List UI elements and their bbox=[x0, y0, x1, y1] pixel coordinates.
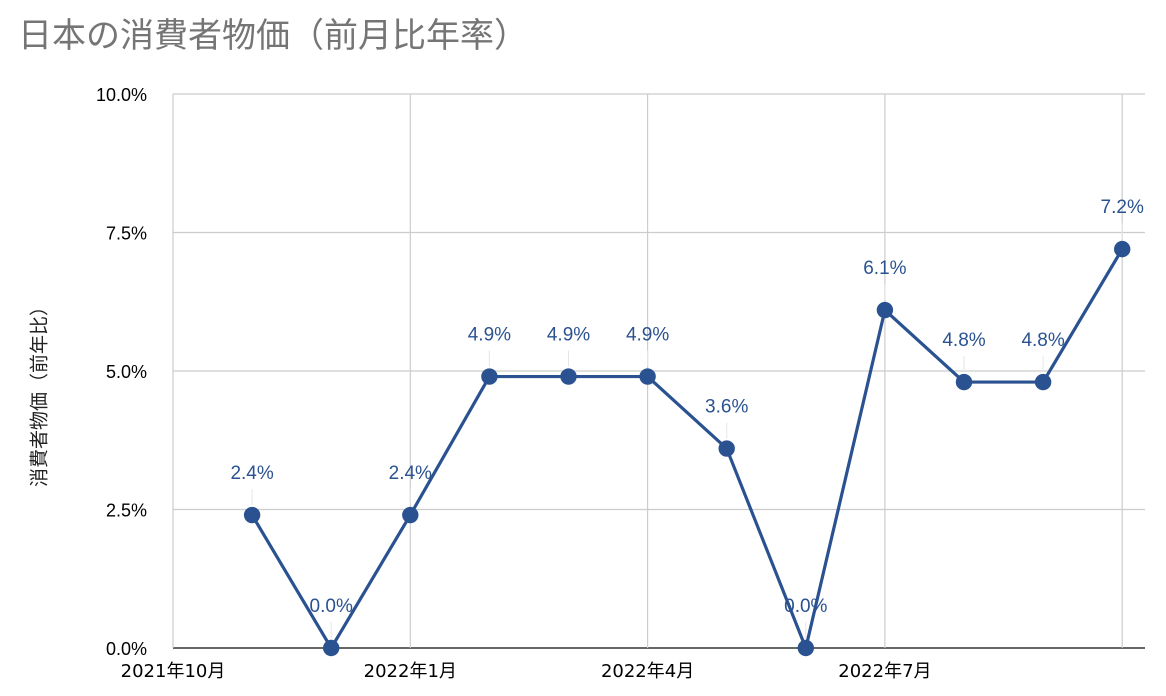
data-point bbox=[718, 440, 735, 457]
y-axis-ticks: 0.0% 2.5% 5.0% 7.5% 10.0% bbox=[96, 85, 147, 659]
data-point bbox=[243, 506, 261, 524]
data-point bbox=[955, 373, 973, 391]
data-label: 7.2% bbox=[1101, 197, 1144, 218]
x-tick-label: 2022年1月 bbox=[364, 661, 457, 682]
data-label: 2.4% bbox=[230, 463, 273, 484]
data-label: 4.9% bbox=[626, 325, 669, 346]
y-tick-label: 5.0% bbox=[106, 362, 147, 382]
y-tick-label: 10.0% bbox=[96, 85, 147, 105]
x-tick-label: 2022年7月 bbox=[838, 661, 931, 682]
data-label: 6.1% bbox=[863, 258, 906, 279]
data-label: 4.8% bbox=[1021, 330, 1064, 351]
data-label: 0.0% bbox=[310, 596, 353, 617]
data-label: 4.8% bbox=[942, 330, 985, 351]
data-point bbox=[797, 639, 814, 657]
y-tick-label: 0.0% bbox=[106, 639, 147, 659]
data-point bbox=[639, 368, 656, 385]
data-label: 4.9% bbox=[468, 325, 511, 346]
data-labels: 2.4% 0.0% 2.4% 4.9% 4.9% 4.9% 3.6% 0.0% 6.1% 4.8%… bbox=[230, 197, 1144, 638]
series-path bbox=[250, 248, 1124, 650]
data-point bbox=[323, 639, 340, 657]
series-line bbox=[250, 248, 1124, 650]
x-tick-label: 2021年10月 bbox=[121, 661, 226, 682]
data-point bbox=[1034, 373, 1052, 391]
data-label: 2.4% bbox=[389, 463, 432, 484]
data-point bbox=[1114, 240, 1131, 258]
data-point bbox=[481, 368, 498, 385]
data-label: 0.0% bbox=[784, 596, 827, 617]
data-point bbox=[560, 368, 577, 385]
chart-title: 日本の消費者物価（前月比年率） bbox=[18, 16, 528, 56]
data-point bbox=[402, 506, 419, 524]
gridlines bbox=[172, 93, 1145, 649]
data-points bbox=[243, 240, 1131, 657]
x-axis-ticks: 2021年10月 2022年1月 2022年4月 2022年7月 bbox=[121, 661, 932, 682]
y-tick-label: 2.5% bbox=[106, 501, 147, 521]
data-label: 3.6% bbox=[705, 397, 748, 418]
data-label: 4.9% bbox=[547, 325, 590, 346]
x-tick-label: 2022年4月 bbox=[601, 661, 694, 682]
data-point bbox=[876, 301, 894, 319]
y-tick-label: 7.5% bbox=[106, 224, 147, 244]
